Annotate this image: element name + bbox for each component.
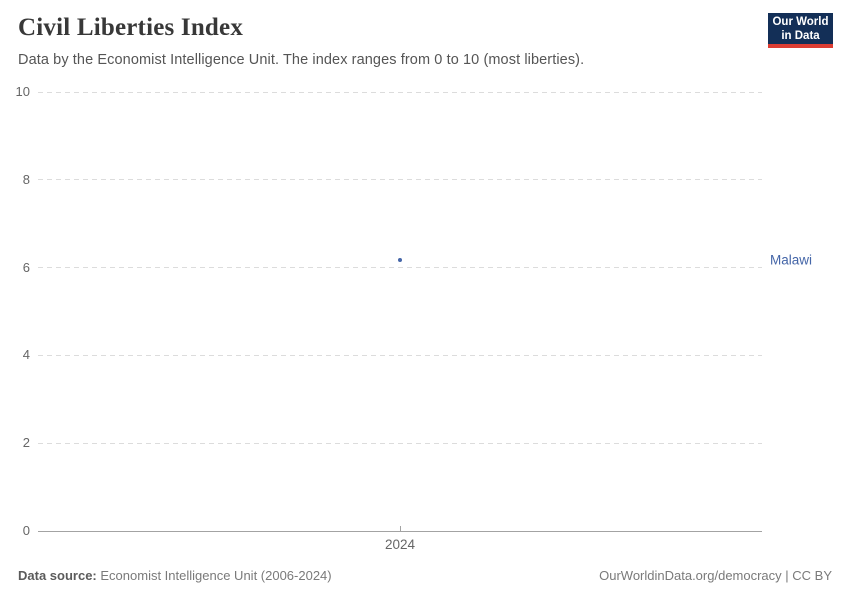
y-tick-label: 2	[22, 435, 30, 451]
gridline	[38, 267, 762, 269]
y-tick-label: 8	[22, 171, 30, 187]
plot-area: 0 2 4 6 8 10 2024 Malawi	[16, 85, 812, 553]
x-tick-label: 2024	[384, 537, 416, 552]
y-tick-label: 6	[22, 259, 30, 275]
data-source-label: Data source:	[18, 568, 97, 583]
x-axis-line	[38, 530, 762, 532]
owid-logo-line2: in Data	[781, 30, 820, 42]
data-point-malawi[interactable]	[398, 257, 402, 262]
data-source-value: Economist Intelligence Unit (2006-2024)	[100, 568, 332, 583]
chart-subtitle: Data by the Economist Intelligence Unit.…	[18, 52, 585, 68]
y-tick-label: 10	[15, 84, 30, 99]
gridline	[38, 442, 762, 444]
y-tick-label: 0	[22, 523, 30, 538]
owid-logo[interactable]: Our World in Data	[768, 13, 833, 48]
owid-logo-line1: Our World	[772, 16, 829, 28]
gridline	[38, 91, 762, 93]
data-source-note: Data source: Economist Intelligence Unit…	[18, 567, 332, 585]
gridline	[38, 179, 762, 181]
entity-label-malawi[interactable]: Malawi	[770, 252, 813, 268]
y-tick-label: 4	[22, 347, 30, 363]
x-tick-mark	[399, 526, 401, 531]
gridline	[38, 354, 762, 356]
credit-link[interactable]: OurWorldinData.org/democracy | CC BY	[599, 568, 832, 583]
chart-footer: Data source: Economist Intelligence Unit…	[18, 567, 832, 585]
chart-title: Civil Liberties Index	[18, 14, 244, 41]
